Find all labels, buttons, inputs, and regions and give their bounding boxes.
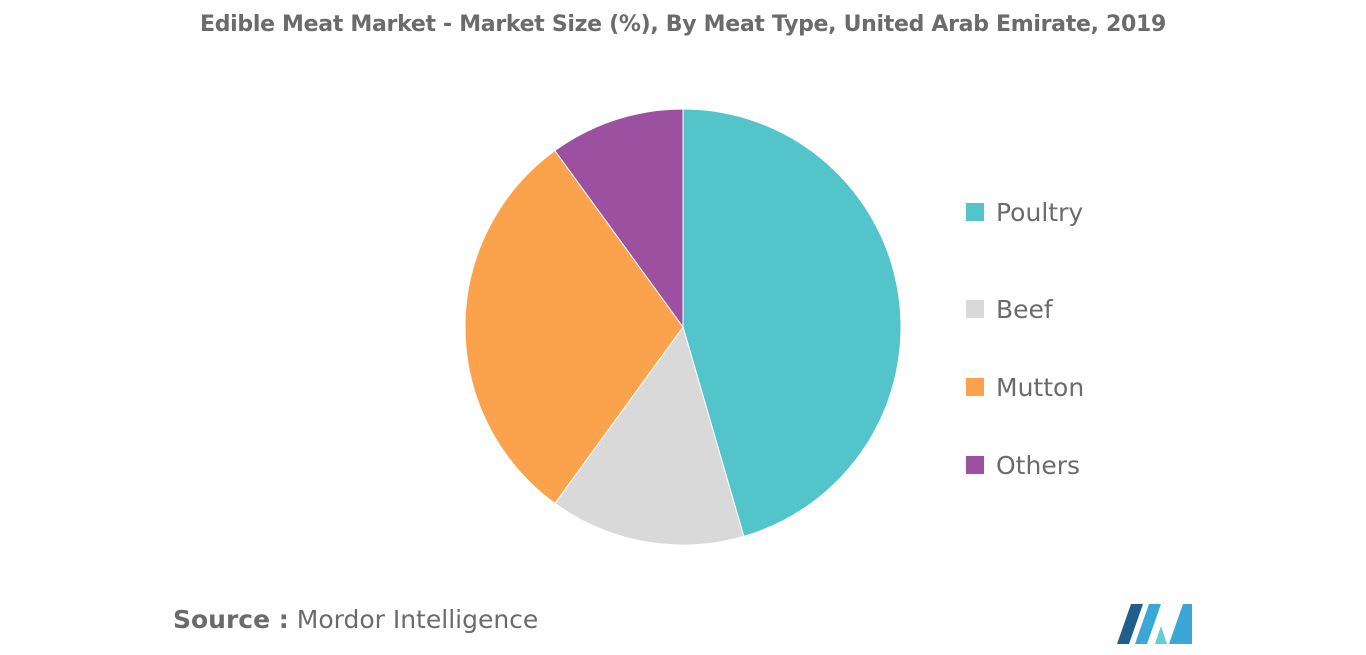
pie-slice-beef	[554, 325, 745, 546]
pie-slice-mutton	[464, 149, 684, 505]
chart-legend: Poultry Beef Mutton Others	[966, 192, 1084, 504]
legend-swatch-mutton	[966, 378, 984, 396]
legend-swatch-beef	[966, 300, 984, 318]
legend-item-mutton: Mutton	[966, 348, 1084, 426]
legend-item-beef: Beef	[966, 270, 1084, 348]
legend-item-others: Others	[966, 426, 1084, 504]
source-text: Mordor Intelligence	[296, 605, 539, 634]
chart-title: Edible Meat Market - Market Size (%), By…	[199, 12, 1167, 37]
legend-swatch-others	[966, 456, 984, 474]
pie-slice-others	[554, 108, 684, 329]
pie-slice-poultry	[682, 108, 902, 537]
legend-label-mutton: Mutton	[996, 372, 1085, 402]
mordor-intelligence-logo-icon	[1117, 604, 1192, 644]
legend-swatch-poultry	[966, 203, 984, 221]
legend-label-others: Others	[996, 450, 1081, 480]
legend-label-poultry: Poultry	[996, 197, 1084, 227]
source-note: Source : Mordor Intelligence	[173, 605, 538, 634]
source-key: Source :	[173, 605, 289, 634]
legend-label-beef: Beef	[996, 294, 1053, 324]
legend-item-poultry: Poultry	[966, 192, 1084, 232]
